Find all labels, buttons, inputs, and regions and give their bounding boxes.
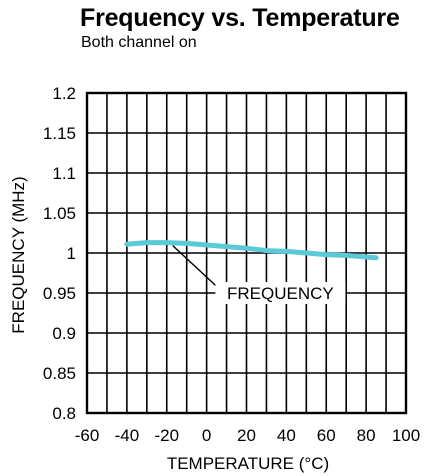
y-tick-label: 1.2 — [52, 84, 76, 103]
annotation-label: FREQUENCY — [227, 284, 334, 303]
y-tick-label: 0.9 — [52, 324, 76, 343]
x-axis-label: TEMPERATURE (°C) — [167, 454, 329, 473]
y-axis-label: FREQUENCY (MHz) — [9, 176, 28, 333]
grid — [85, 91, 408, 415]
x-tick-label: 100 — [392, 426, 420, 445]
tick-labels: -60 -40 -20 0 20 40 60 80 100 0.8 0.85 0.9 0.95 1 1.05… — [43, 84, 420, 445]
chart-subtitle: Both channel on — [81, 34, 197, 51]
x-tick-label: 40 — [277, 426, 296, 445]
y-tick-label: 1.15 — [43, 124, 76, 143]
x-tick-label: 20 — [237, 426, 256, 445]
annotation-leader-line — [172, 245, 220, 290]
x-tick-label: 60 — [317, 426, 336, 445]
annotation-layer: FREQUENCY — [172, 245, 346, 304]
x-tick-label: -60 — [75, 426, 100, 445]
y-tick-label: 0.8 — [52, 404, 76, 423]
y-tick-label: 1.1 — [52, 164, 76, 183]
annotation-background — [215, 282, 346, 304]
chart-title: Frequency vs. Temperature — [80, 4, 400, 32]
y-tick-label: 1 — [67, 244, 76, 263]
x-tick-label: -40 — [115, 426, 140, 445]
plot-frame — [85, 91, 408, 415]
series-line-frequency — [124, 240, 379, 261]
x-tick-label: 80 — [357, 426, 376, 445]
y-tick-label: 0.85 — [43, 364, 76, 383]
x-tick-label: 0 — [202, 426, 211, 445]
y-tick-label: 1.05 — [43, 204, 76, 223]
x-tick-label: -20 — [154, 426, 179, 445]
y-tick-label: 0.95 — [43, 284, 76, 303]
series-layer — [124, 240, 379, 261]
